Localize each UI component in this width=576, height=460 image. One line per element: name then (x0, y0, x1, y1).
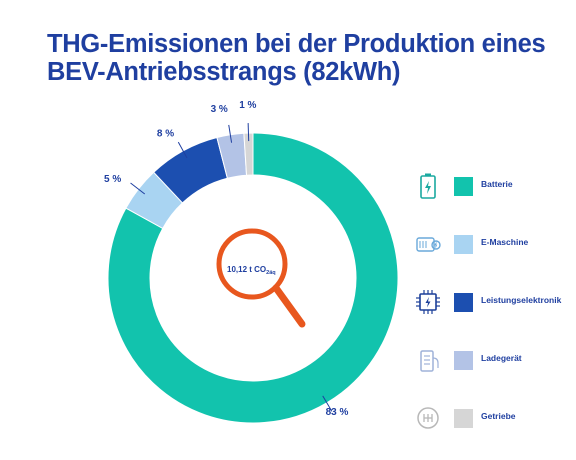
legend-swatch-leistungselektronik (454, 293, 473, 312)
electric-motor-icon (416, 237, 441, 252)
leader-ladegeraet (228, 124, 233, 143)
slice-batterie (107, 132, 399, 424)
legend-swatch-e-maschine (454, 235, 473, 254)
legend-item-getriebe: Getriebe (414, 402, 574, 442)
chart-title: THG-Emissionen bei der Produktion eines … (47, 30, 567, 86)
legend-label-e-maschine: E-Maschine (481, 237, 529, 247)
donut-slices (107, 132, 399, 424)
legend: Batterie E-Maschine Leistungselektronik (414, 170, 574, 460)
slice-getriebe (243, 132, 254, 176)
chart-title-line-1: THG-Emissionen bei der Produktion eines (47, 30, 546, 58)
legend-label-leistungselektronik: Leistungselektronik (481, 295, 562, 305)
leader-e-maschine (130, 182, 146, 195)
legend-swatch-ladegeraet (454, 351, 473, 370)
battery-icon (420, 173, 436, 199)
magnifier-icon (216, 228, 306, 328)
leader-batterie (322, 395, 333, 412)
chart-title-line-2: BEV-Antriebsstrangs (82kWh) (47, 58, 401, 86)
percent-label-leistungselektronik: 8 % (157, 128, 174, 139)
legend-swatch-batterie (454, 177, 473, 196)
label-leaders (130, 123, 333, 412)
legend-item-batterie: Batterie (414, 170, 574, 210)
charger-icon (420, 350, 439, 372)
gearbox-icon (417, 407, 439, 429)
legend-label-batterie: Batterie (481, 179, 513, 189)
legend-item-e-maschine: E-Maschine (414, 228, 574, 268)
chip-icon (416, 290, 440, 314)
percent-label-batterie: 83 % (326, 407, 349, 418)
percent-label-e-maschine: 5 % (104, 174, 121, 185)
legend-label-ladegeraet: Ladegerät (481, 353, 522, 363)
percent-labels: 83 % 5 % 8 % 3 % 1 % (104, 100, 348, 418)
legend-item-leistungselektronik: Leistungselektronik (414, 286, 574, 326)
donut-chart: 83 % 5 % 8 % 3 % 1 % 10,12 t CO2äq (104, 100, 399, 424)
leader-getriebe (247, 123, 250, 142)
legend-swatch-getriebe (454, 409, 473, 428)
percent-label-getriebe: 1 % (239, 100, 256, 111)
legend-item-ladegeraet: Ladegerät (414, 344, 574, 384)
total-emissions-label: 10,12 t CO2äq (227, 265, 276, 276)
percent-label-ladegeraet: 3 % (211, 104, 228, 115)
leader-leistungselektronik (177, 141, 188, 159)
legend-label-getriebe: Getriebe (481, 411, 516, 421)
